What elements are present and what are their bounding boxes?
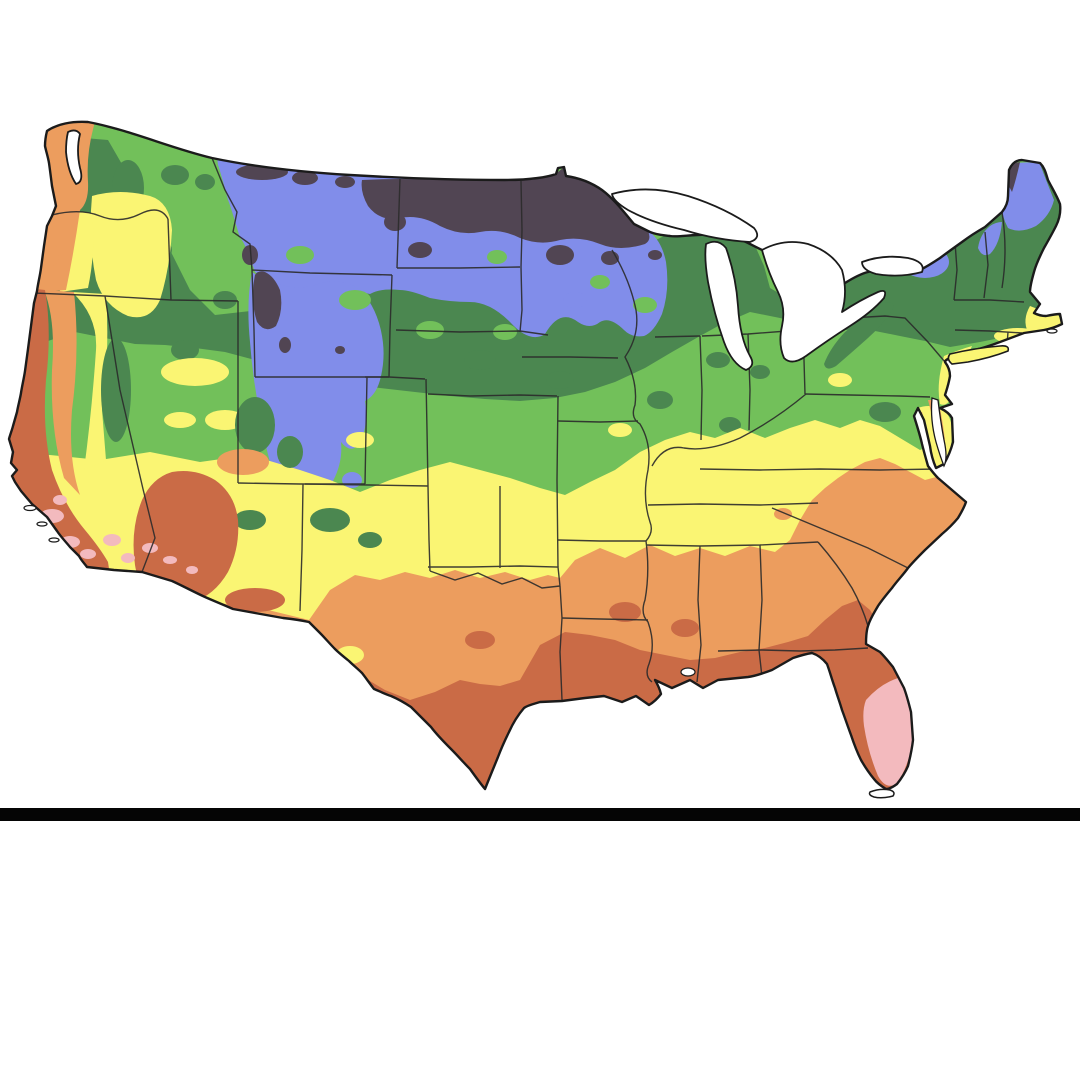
zone-3-dot: [279, 337, 291, 353]
channel-island: [48, 537, 60, 543]
nantucket-island: [1046, 328, 1058, 334]
great-lakes: [23, 129, 1058, 799]
zone-3-dot: [335, 176, 355, 188]
lake-ontario: [861, 255, 924, 277]
zone-4-dot: [563, 292, 587, 308]
us-zone-map-svg: [7, 120, 1064, 799]
zone-5-west-mountains: [101, 338, 382, 548]
zone-10-patches: [40, 495, 914, 786]
zone-3-dot: [292, 171, 318, 185]
state-borders: [9, 157, 1025, 701]
zone-4-vermont: [978, 222, 1002, 256]
zone-3-dot: [546, 245, 574, 265]
long-island: [947, 345, 1010, 365]
florida-keys: [868, 788, 895, 799]
zone-3-dot: [408, 242, 432, 258]
zone-3-yellowstone: [252, 271, 282, 330]
zone-4-dot: [342, 472, 362, 488]
zone-3-dot: [648, 250, 662, 260]
divider-bar: [0, 808, 1080, 821]
zone-fill-layers: [9, 121, 1062, 789]
zone-3-dot: [335, 346, 345, 354]
chesapeake-bay: [930, 397, 947, 468]
zone-3-dot: [384, 213, 406, 231]
zone-3-band: [361, 167, 650, 248]
zone-6-dots: [286, 246, 657, 340]
zone-3-dot: [242, 245, 258, 265]
lake-michigan: [704, 240, 754, 371]
legend: ZONES: 3 4 5 6 7: [0, 840, 1080, 1000]
channel-island: [23, 504, 37, 512]
puget-sound: [65, 129, 83, 185]
lake-huron-erie: [761, 241, 887, 363]
channel-island: [36, 521, 48, 527]
us-zone-map: [7, 120, 1064, 799]
lake-pontchartrain: [680, 667, 696, 677]
lake-superior: [611, 188, 759, 243]
